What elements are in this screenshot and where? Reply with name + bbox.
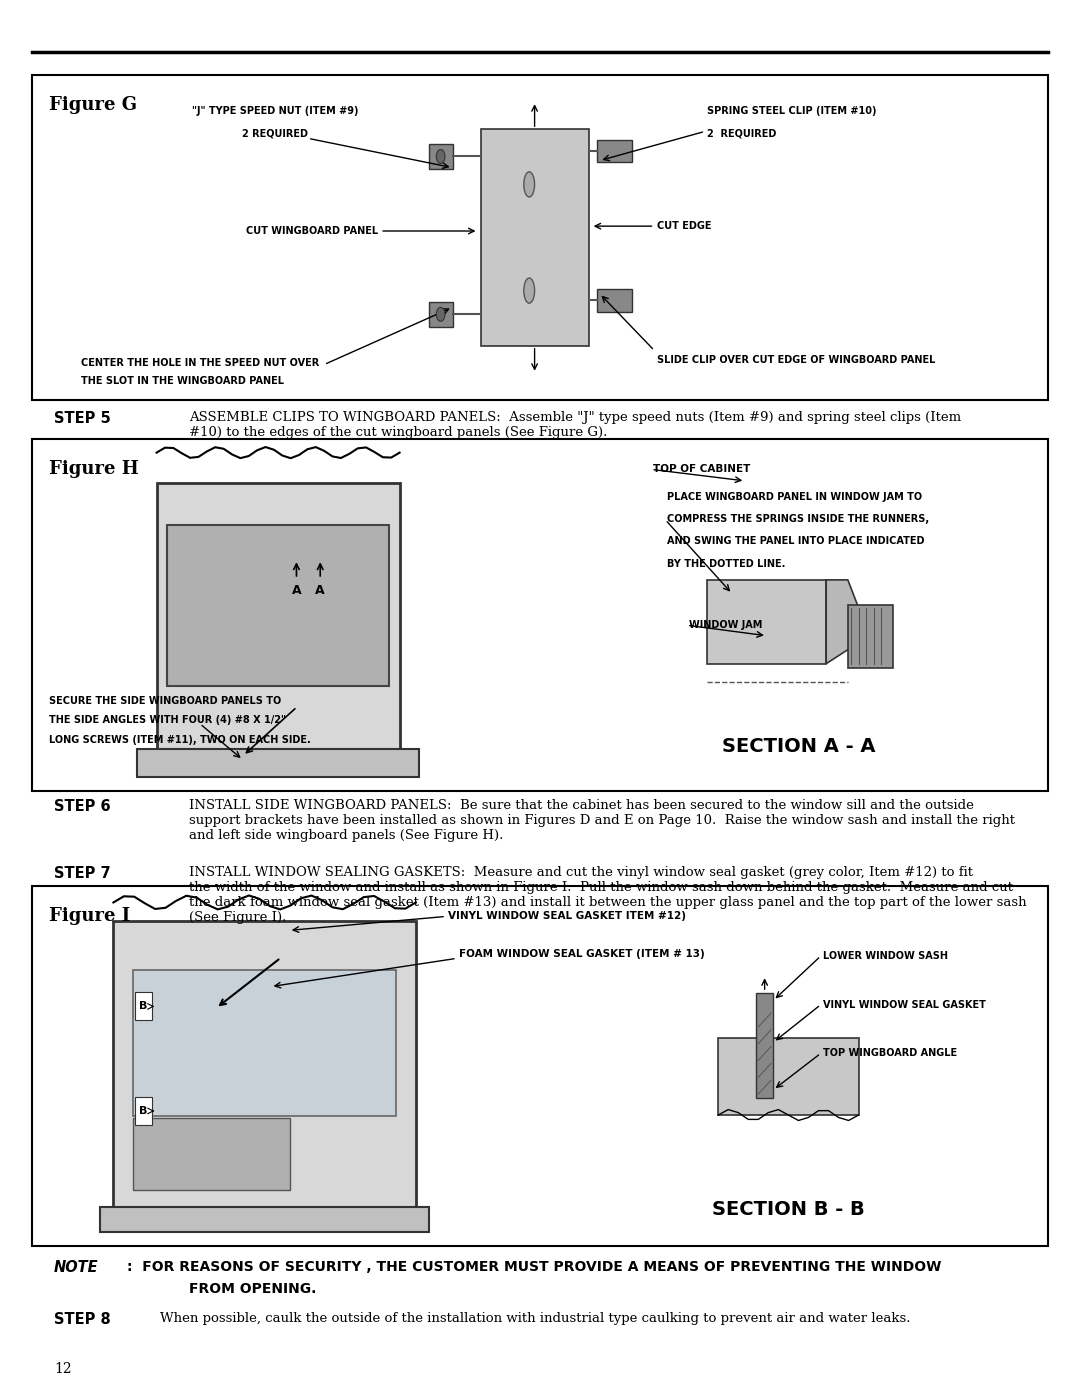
Text: Figure H: Figure H xyxy=(49,460,138,478)
Text: CUT EDGE: CUT EDGE xyxy=(657,221,711,231)
Text: SECURE THE SIDE WINGBOARD PANELS TO: SECURE THE SIDE WINGBOARD PANELS TO xyxy=(49,696,281,705)
FancyBboxPatch shape xyxy=(707,580,826,664)
Ellipse shape xyxy=(524,278,535,303)
Text: 2 REQUIRED: 2 REQUIRED xyxy=(242,129,309,138)
Text: WINDOW JAM: WINDOW JAM xyxy=(689,620,762,630)
Text: :  FOR REASONS OF SECURITY , THE CUSTOMER MUST PROVIDE A MEANS OF PREVENTING THE: : FOR REASONS OF SECURITY , THE CUSTOMER… xyxy=(127,1260,942,1274)
Text: SLIDE CLIP OVER CUT EDGE OF WINGBOARD PANEL: SLIDE CLIP OVER CUT EDGE OF WINGBOARD PA… xyxy=(657,355,935,365)
FancyBboxPatch shape xyxy=(157,483,400,749)
Text: BY THE DOTTED LINE.: BY THE DOTTED LINE. xyxy=(667,559,786,569)
FancyBboxPatch shape xyxy=(429,144,453,169)
Text: STEP 5: STEP 5 xyxy=(54,411,111,426)
Text: FOAM WINDOW SEAL GASKET (ITEM # 13): FOAM WINDOW SEAL GASKET (ITEM # 13) xyxy=(459,949,705,958)
Text: SPRING STEEL CLIP (ITEM #10): SPRING STEEL CLIP (ITEM #10) xyxy=(707,106,877,116)
Text: COMPRESS THE SPRINGS INSIDE THE RUNNERS,: COMPRESS THE SPRINGS INSIDE THE RUNNERS, xyxy=(667,514,930,524)
FancyBboxPatch shape xyxy=(133,1118,291,1190)
Text: FROM OPENING.: FROM OPENING. xyxy=(189,1282,316,1296)
FancyBboxPatch shape xyxy=(137,749,419,777)
Text: A: A xyxy=(315,584,325,597)
Text: THE SIDE ANGLES WITH FOUR (4) #8 X 1/2": THE SIDE ANGLES WITH FOUR (4) #8 X 1/2" xyxy=(49,715,285,725)
Text: VINYL WINDOW SEAL GASKET: VINYL WINDOW SEAL GASKET xyxy=(823,1000,986,1010)
Text: INSTALL SIDE WINGBOARD PANELS:  Be sure that the cabinet has been secured to the: INSTALL SIDE WINGBOARD PANELS: Be sure t… xyxy=(189,799,1015,842)
FancyBboxPatch shape xyxy=(113,921,416,1207)
Text: INSTALL WINDOW SEALING GASKETS:  Measure and cut the vinyl window seal gasket (g: INSTALL WINDOW SEALING GASKETS: Measure … xyxy=(189,866,1027,925)
FancyBboxPatch shape xyxy=(481,130,589,346)
FancyBboxPatch shape xyxy=(756,993,773,1098)
Text: NOTE: NOTE xyxy=(54,1260,98,1275)
Text: Figure I: Figure I xyxy=(49,907,130,925)
FancyBboxPatch shape xyxy=(133,970,396,1116)
Text: B: B xyxy=(139,1002,148,1011)
Text: TOP WINGBOARD ANGLE: TOP WINGBOARD ANGLE xyxy=(823,1048,957,1059)
FancyBboxPatch shape xyxy=(167,525,389,686)
Ellipse shape xyxy=(524,172,535,197)
Text: STEP 6: STEP 6 xyxy=(54,799,110,814)
Text: "J" TYPE SPEED NUT (ITEM #9): "J" TYPE SPEED NUT (ITEM #9) xyxy=(192,106,359,116)
FancyBboxPatch shape xyxy=(100,1207,429,1232)
Text: AND SWING THE PANEL INTO PLACE INDICATED: AND SWING THE PANEL INTO PLACE INDICATED xyxy=(667,536,924,546)
Ellipse shape xyxy=(436,307,445,321)
Ellipse shape xyxy=(436,149,445,163)
FancyBboxPatch shape xyxy=(429,302,453,327)
Text: LONG SCREWS (ITEM #11), TWO ON EACH SIDE.: LONG SCREWS (ITEM #11), TWO ON EACH SIDE… xyxy=(49,735,310,745)
Text: ASSEMBLE CLIPS TO WINGBOARD PANELS:  Assemble "J" type speed nuts (Item #9) and : ASSEMBLE CLIPS TO WINGBOARD PANELS: Asse… xyxy=(189,411,961,439)
FancyBboxPatch shape xyxy=(135,992,152,1020)
FancyBboxPatch shape xyxy=(32,439,1048,791)
Text: CENTER THE HOLE IN THE SPEED NUT OVER: CENTER THE HOLE IN THE SPEED NUT OVER xyxy=(81,358,320,367)
FancyBboxPatch shape xyxy=(32,886,1048,1246)
Text: PLACE WINGBOARD PANEL IN WINDOW JAM TO: PLACE WINGBOARD PANEL IN WINDOW JAM TO xyxy=(667,492,922,502)
Text: VINYL WINDOW SEAL GASKET ITEM #12): VINYL WINDOW SEAL GASKET ITEM #12) xyxy=(448,911,686,921)
FancyBboxPatch shape xyxy=(597,140,632,162)
Text: STEP 8: STEP 8 xyxy=(54,1312,111,1327)
FancyBboxPatch shape xyxy=(718,1038,859,1115)
Text: 2  REQUIRED: 2 REQUIRED xyxy=(707,129,777,138)
FancyBboxPatch shape xyxy=(848,605,893,668)
Text: SECTION A - A: SECTION A - A xyxy=(723,736,876,756)
Text: 12: 12 xyxy=(54,1362,71,1376)
Text: CUT WINGBOARD PANEL: CUT WINGBOARD PANEL xyxy=(246,226,378,236)
Text: STEP 7: STEP 7 xyxy=(54,866,110,882)
Text: TOP OF CABINET: TOP OF CABINET xyxy=(653,464,751,474)
Text: LOWER WINDOW SASH: LOWER WINDOW SASH xyxy=(823,951,948,961)
Polygon shape xyxy=(826,580,869,664)
Text: B: B xyxy=(139,1106,148,1116)
FancyBboxPatch shape xyxy=(32,75,1048,400)
Text: A: A xyxy=(292,584,301,597)
Text: When possible, caulk the outside of the installation with industrial type caulki: When possible, caulk the outside of the … xyxy=(160,1312,910,1324)
Text: SECTION B - B: SECTION B - B xyxy=(712,1200,865,1220)
Text: THE SLOT IN THE WINGBOARD PANEL: THE SLOT IN THE WINGBOARD PANEL xyxy=(81,376,284,386)
Text: Figure G: Figure G xyxy=(49,96,136,115)
FancyBboxPatch shape xyxy=(135,1097,152,1125)
FancyBboxPatch shape xyxy=(597,289,632,312)
